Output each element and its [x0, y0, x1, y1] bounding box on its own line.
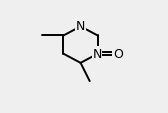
- Text: O: O: [113, 48, 123, 61]
- Text: N: N: [92, 48, 102, 60]
- Text: N: N: [76, 20, 85, 33]
